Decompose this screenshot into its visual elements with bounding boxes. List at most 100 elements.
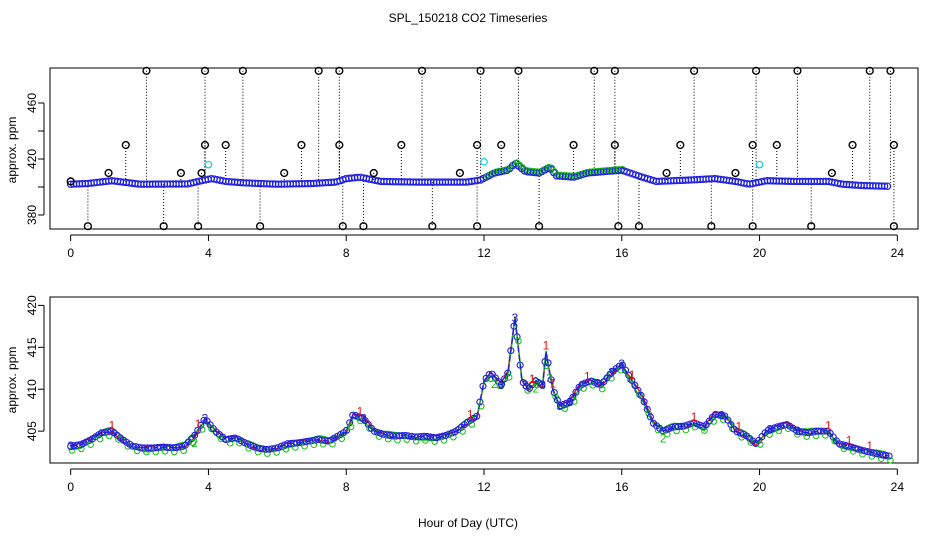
avg-point: [194, 426, 202, 434]
avg-point-alt: [468, 421, 476, 428]
avg-point: [200, 416, 208, 424]
bottom-x-tick-label: 24: [891, 480, 905, 494]
cyan-point: [755, 160, 764, 169]
outlier-high-point: [772, 140, 781, 150]
avg-point-alt: [161, 447, 169, 455]
avg-point-alt: [608, 375, 615, 382]
avg-point-alt: [496, 382, 504, 390]
cyan-point: [480, 157, 488, 166]
avg-point: [634, 386, 642, 394]
outlier-high-point: [142, 66, 151, 75]
avg-point: [736, 429, 744, 437]
avg-point-alt: [329, 440, 336, 448]
avg-point: [553, 396, 561, 404]
avg-point-alt: [291, 444, 299, 451]
series-label-2: 2: [191, 436, 198, 450]
avg-point: [274, 443, 282, 452]
avg-point: [73, 441, 81, 449]
avg-point: [349, 411, 357, 419]
avg-point: [197, 421, 205, 429]
outlier-high-point: [590, 66, 599, 75]
series-label-1: 1: [825, 418, 832, 432]
outlier-high-point: [610, 66, 619, 75]
outlier-high-point: [690, 66, 699, 75]
baseline-point-alt: [545, 163, 553, 171]
avg-point-alt: [301, 442, 308, 450]
bottom-y-axis-label: approx. ppm: [5, 347, 19, 414]
outlier-high-point: [889, 140, 898, 150]
avg-point-alt: [347, 423, 355, 431]
series-label-3: 3: [522, 378, 529, 392]
x-axis-label: Hour of Day (UTC): [418, 516, 518, 530]
avg-point: [355, 413, 363, 421]
outlier-low-point: [428, 222, 437, 231]
series-label-2: 2: [546, 371, 553, 385]
avg-point-alt: [68, 447, 76, 454]
series-label-1: 1: [736, 420, 743, 434]
avg-point: [550, 389, 558, 397]
avg-point: [885, 452, 893, 460]
avg-point: [631, 381, 639, 389]
avg-point-alt: [887, 456, 894, 464]
outlier-low-point: [473, 222, 482, 231]
series-3-line: [70, 317, 889, 457]
series-label-2: 2: [491, 377, 498, 391]
avg-point-alt: [143, 448, 150, 456]
raw-panel: 0 4 8 12 16 20 24 380 420 460 approx. ppm: [5, 66, 919, 260]
avg-point: [563, 399, 571, 407]
avg-point: [693, 420, 701, 428]
outlier-high-point: [335, 66, 344, 75]
avg-point: [569, 393, 577, 401]
outlier-low-point: [614, 222, 623, 231]
avg-point: [659, 427, 667, 435]
avg-point: [591, 378, 599, 386]
series-label-1: 1: [584, 369, 591, 383]
avg-point: [764, 426, 772, 434]
series-label-1: 1: [846, 433, 853, 447]
avg-point: [473, 412, 481, 420]
avg-point-alt: [152, 448, 160, 456]
avg-point: [324, 437, 332, 445]
avg-point: [501, 375, 509, 383]
top-y-tick-label: 420: [25, 149, 39, 169]
outlier-high-point: [238, 66, 247, 75]
avg-point-alt: [654, 426, 662, 434]
bottom-y-tick-label: 415: [25, 337, 39, 357]
top-plot-frame: [49, 67, 919, 230]
series-label-1: 1: [467, 408, 474, 422]
avg-point-alt: [394, 436, 401, 444]
avg-point-alt: [124, 443, 132, 450]
avg-point-alt: [673, 427, 680, 435]
outlier-high-point: [417, 66, 427, 75]
series-label-3: 3: [718, 408, 725, 422]
outlier-high-point: [676, 140, 685, 150]
bottom-y-axis: 405 410 415 420: [25, 295, 45, 441]
outlier-high-point: [200, 140, 210, 150]
avg-point-alt: [319, 440, 327, 448]
avg-point-alt: [747, 439, 755, 446]
series-label-3: 3: [618, 357, 625, 371]
outlier-low-point: [634, 222, 644, 231]
avg-point: [175, 443, 183, 451]
avg-point: [250, 443, 258, 451]
avg-point: [498, 380, 506, 388]
series-label-1: 1: [691, 410, 698, 424]
avg-point: [448, 429, 456, 437]
outlier-high-point: [731, 168, 740, 178]
avg-point: [845, 442, 853, 450]
outlier-high-point: [748, 140, 757, 150]
bottom-x-tick-label: 20: [753, 480, 767, 494]
avg-point: [346, 419, 354, 427]
outlier-low-point: [707, 222, 716, 231]
outlier-high-point: [662, 168, 671, 178]
bottom-x-tick-label: 8: [343, 480, 350, 494]
outlier-high-point: [66, 177, 75, 186]
avg-point-alt: [877, 455, 885, 463]
avg-point: [662, 426, 670, 434]
bottom-x-tick-label: 4: [205, 480, 212, 494]
avg-point-alt: [487, 375, 494, 383]
baseline-point: [880, 182, 889, 190]
bottom-x-tick-label: 16: [615, 480, 629, 494]
